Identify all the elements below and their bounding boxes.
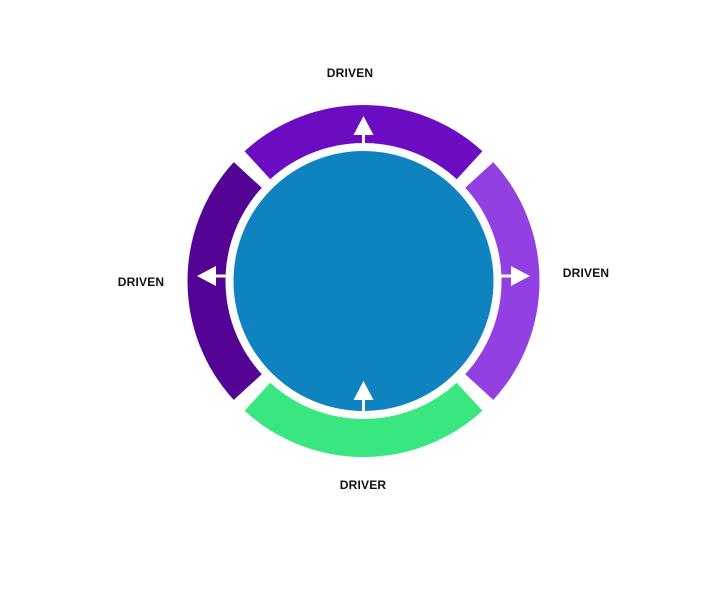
arrow-right-icon [497,266,530,286]
arrow-up-from-driver-icon [353,381,374,412]
arrow-head [353,381,374,400]
segment-left [187,162,262,400]
arrow-shaft [362,398,365,412]
arrow-shaft [216,274,230,278]
arrow-left-icon [197,266,230,286]
arrow-shaft [497,274,511,278]
arrow-head [511,266,530,286]
segment-bottom [244,382,483,457]
arrow-up-icon [353,116,374,147]
label-left-driven: DRIVEN [117,275,165,289]
center-circle [233,151,494,411]
label-right-driven: DRIVEN [562,266,610,280]
label-bottom-driver: DRIVER [339,478,387,492]
arrow-head [353,116,374,135]
label-top-driven: DRIVEN [326,66,374,80]
segment-right [465,162,540,400]
arrow-shaft [362,133,365,147]
arrow-head [197,266,216,286]
